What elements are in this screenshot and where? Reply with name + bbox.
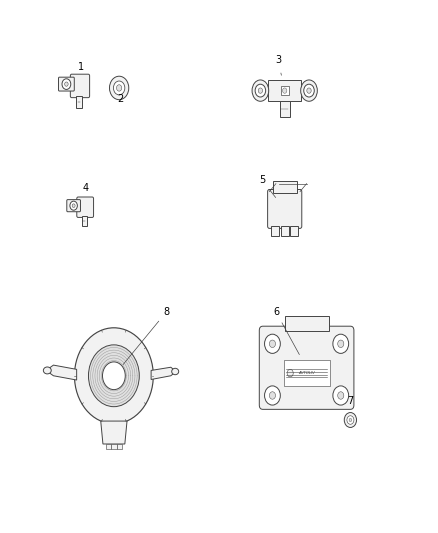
Circle shape: [269, 340, 276, 348]
Text: 3: 3: [275, 55, 281, 65]
Bar: [117, 444, 122, 449]
Bar: [280, 101, 290, 117]
Circle shape: [70, 201, 78, 210]
Bar: [290, 227, 298, 236]
Text: AUTOLIV: AUTOLIV: [298, 371, 315, 375]
Bar: [283, 360, 329, 386]
Circle shape: [110, 76, 129, 100]
FancyBboxPatch shape: [268, 189, 302, 228]
Text: 8: 8: [163, 307, 170, 317]
Text: 6: 6: [273, 307, 279, 317]
Text: 5: 5: [259, 175, 265, 185]
Ellipse shape: [172, 368, 179, 375]
FancyBboxPatch shape: [59, 77, 74, 91]
Circle shape: [338, 392, 344, 399]
Circle shape: [347, 416, 354, 424]
Bar: [271, 227, 279, 236]
FancyBboxPatch shape: [71, 74, 90, 98]
FancyBboxPatch shape: [67, 200, 81, 212]
Ellipse shape: [252, 80, 269, 101]
Text: 4: 4: [82, 183, 88, 192]
Circle shape: [307, 88, 311, 93]
Polygon shape: [46, 365, 77, 380]
Polygon shape: [101, 421, 127, 444]
Bar: [81, 216, 87, 226]
Circle shape: [269, 392, 276, 399]
Circle shape: [62, 79, 71, 90]
Circle shape: [283, 88, 287, 93]
Bar: [76, 96, 82, 108]
Bar: [111, 444, 117, 449]
Ellipse shape: [300, 80, 317, 101]
Circle shape: [255, 84, 265, 97]
Circle shape: [72, 204, 75, 207]
Bar: [268, 80, 301, 101]
Circle shape: [88, 345, 139, 407]
Circle shape: [265, 334, 280, 353]
Circle shape: [113, 81, 125, 95]
Circle shape: [333, 334, 349, 353]
Bar: [272, 181, 297, 193]
Circle shape: [265, 386, 280, 405]
FancyBboxPatch shape: [259, 326, 354, 409]
Text: 1: 1: [78, 62, 84, 71]
Circle shape: [117, 85, 122, 91]
Bar: [106, 444, 111, 449]
Circle shape: [338, 340, 344, 348]
Circle shape: [287, 369, 293, 377]
Circle shape: [102, 362, 125, 390]
Polygon shape: [151, 367, 176, 379]
Text: 2: 2: [117, 94, 124, 103]
Text: 7: 7: [347, 396, 353, 406]
Circle shape: [304, 84, 314, 97]
Circle shape: [74, 328, 153, 424]
Ellipse shape: [43, 367, 51, 374]
FancyBboxPatch shape: [77, 197, 94, 217]
Circle shape: [333, 386, 349, 405]
Circle shape: [258, 88, 263, 93]
Bar: [281, 86, 289, 95]
Circle shape: [344, 413, 357, 427]
Circle shape: [65, 82, 68, 86]
Circle shape: [349, 418, 352, 422]
Bar: [285, 316, 328, 331]
Bar: [281, 227, 289, 236]
